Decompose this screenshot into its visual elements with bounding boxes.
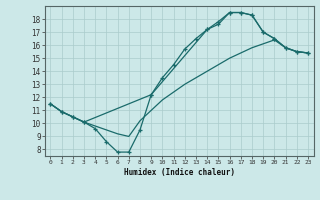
X-axis label: Humidex (Indice chaleur): Humidex (Indice chaleur) — [124, 168, 235, 177]
